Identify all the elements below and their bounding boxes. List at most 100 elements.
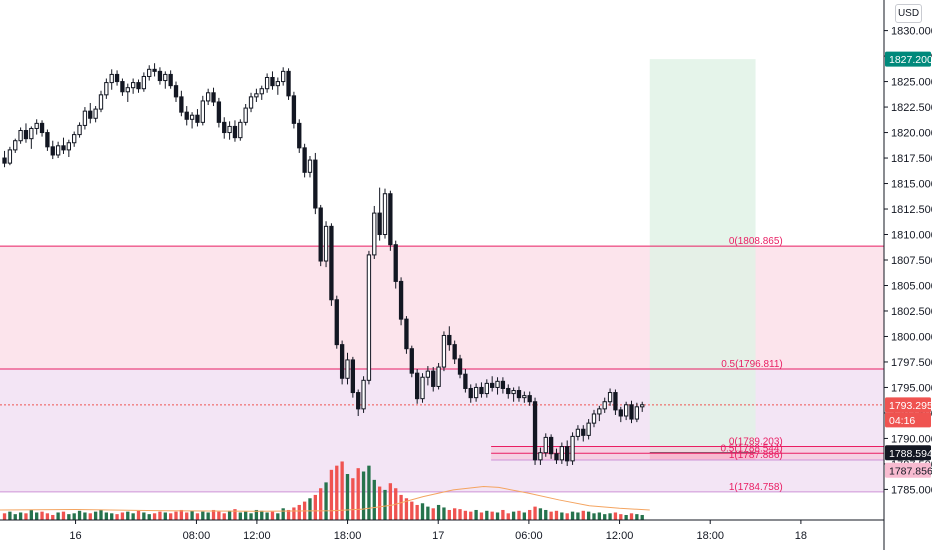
candle-body-72 bbox=[388, 193, 393, 246]
candle-body-55 bbox=[297, 122, 302, 149]
candle-body-92 bbox=[495, 380, 500, 388]
target-zone bbox=[649, 59, 756, 453]
y-tick-label-11: 1812.500 bbox=[891, 204, 932, 216]
volume-bar-46 bbox=[249, 513, 253, 520]
candle-body-98 bbox=[527, 395, 532, 403]
y-tick-label-16: 1825.000 bbox=[891, 77, 932, 89]
candle-body-41 bbox=[222, 121, 227, 134]
candle-8 bbox=[45, 129, 50, 151]
candle-body-86 bbox=[463, 373, 468, 389]
candle-body-76 bbox=[409, 348, 414, 374]
volume-bar-17 bbox=[93, 511, 98, 520]
candle-body-65 bbox=[350, 359, 356, 394]
volume-bar-117 bbox=[629, 513, 634, 520]
volume-bar-103 bbox=[554, 510, 559, 520]
fib-label-4: 0.5(1788.544) bbox=[720, 443, 782, 454]
candle-64 bbox=[345, 352, 350, 385]
candle-2 bbox=[13, 138, 18, 153]
y-tick-label-8: 1805.000 bbox=[891, 280, 932, 292]
candle-63 bbox=[339, 340, 345, 385]
currency-button[interactable]: USD bbox=[895, 4, 922, 23]
volume-bar-29 bbox=[158, 511, 162, 520]
candle-body-85 bbox=[457, 358, 463, 375]
volume-bar-15 bbox=[83, 512, 87, 520]
candle-95 bbox=[511, 387, 516, 402]
candle-75 bbox=[404, 316, 409, 354]
volume-bar-64 bbox=[345, 474, 350, 520]
price-badge-bg-0 bbox=[885, 51, 931, 67]
candle-62 bbox=[334, 295, 339, 349]
volume-bar-71 bbox=[383, 489, 387, 520]
candle-body-70 bbox=[377, 212, 382, 236]
candle-58 bbox=[313, 152, 318, 215]
volume-bar-96 bbox=[517, 510, 521, 520]
candle-54 bbox=[291, 91, 297, 129]
candle-15 bbox=[82, 107, 88, 130]
candle-49 bbox=[264, 73, 270, 93]
candle-111 bbox=[597, 405, 602, 422]
volume-bar-84 bbox=[453, 508, 457, 520]
x-tick-label-5: 06:00 bbox=[515, 530, 543, 542]
candle-44 bbox=[238, 119, 243, 141]
volume-bar-35 bbox=[190, 510, 194, 520]
volume-bar-14 bbox=[77, 510, 82, 520]
candle-113 bbox=[607, 388, 613, 406]
candle-96 bbox=[516, 386, 522, 402]
candle-body-22 bbox=[120, 81, 125, 93]
volume-bar-61 bbox=[329, 469, 334, 520]
candle-98 bbox=[527, 391, 532, 406]
volume-bar-100 bbox=[538, 508, 543, 520]
candle-94 bbox=[506, 384, 511, 399]
candle-body-24 bbox=[130, 82, 136, 89]
volume-bar-109 bbox=[586, 511, 591, 520]
candle-71 bbox=[382, 188, 388, 239]
candle-body-50 bbox=[270, 76, 275, 87]
candle-93 bbox=[500, 377, 506, 394]
candle-89 bbox=[479, 382, 484, 398]
candle-body-4 bbox=[23, 130, 29, 140]
volume-bar-98 bbox=[528, 509, 532, 520]
candle-90 bbox=[484, 379, 489, 398]
price-badge-bg-1 bbox=[885, 397, 931, 413]
volume-bar-58 bbox=[313, 494, 318, 520]
candle-body-67 bbox=[361, 379, 366, 410]
candle-87 bbox=[468, 384, 473, 403]
volume-bar-108 bbox=[581, 510, 585, 520]
volume-bar-49 bbox=[265, 512, 269, 520]
candle-41 bbox=[222, 117, 227, 139]
volume-bar-38 bbox=[206, 512, 210, 520]
volume-bar-78 bbox=[420, 503, 425, 520]
candle-body-96 bbox=[516, 390, 522, 399]
candle-body-29 bbox=[157, 70, 163, 82]
fib-label-5: 1(1787.886) bbox=[729, 450, 783, 461]
candle-body-54 bbox=[291, 95, 297, 124]
volume-bar-101 bbox=[544, 509, 548, 520]
volume-bar-90 bbox=[485, 510, 489, 520]
candle-body-94 bbox=[506, 387, 511, 395]
candle-37 bbox=[200, 95, 205, 126]
candle-78 bbox=[420, 373, 425, 403]
candle-body-45 bbox=[243, 107, 248, 123]
candle-104 bbox=[559, 442, 565, 464]
volume-bar-115 bbox=[619, 514, 623, 520]
candle-35 bbox=[189, 112, 195, 129]
y-tick-label-9: 1807.500 bbox=[891, 255, 932, 267]
candle-97 bbox=[522, 391, 527, 403]
candle-body-17 bbox=[93, 108, 98, 119]
price-badge-bg-4 bbox=[885, 462, 931, 478]
candle-20 bbox=[109, 69, 114, 90]
volume-bar-36 bbox=[195, 513, 200, 520]
volume-bar-52 bbox=[281, 508, 285, 520]
candle-92 bbox=[495, 377, 500, 395]
candle-53 bbox=[286, 68, 291, 100]
candle-40 bbox=[216, 97, 222, 128]
volume-bar-116 bbox=[624, 514, 628, 520]
volume-bar-80 bbox=[431, 508, 435, 520]
volume-bar-53 bbox=[286, 509, 291, 520]
price-badge-bg-3 bbox=[885, 445, 931, 461]
candle-100 bbox=[538, 447, 543, 465]
volume-bar-75 bbox=[404, 498, 409, 520]
y-tick-label-14: 1820.000 bbox=[891, 128, 932, 140]
volume-bar-7 bbox=[40, 511, 44, 520]
